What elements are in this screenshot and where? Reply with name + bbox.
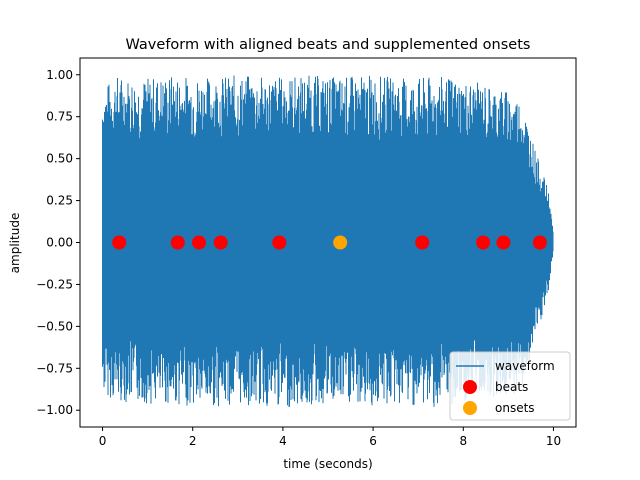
waveform-line [102, 75, 554, 407]
beat-marker [213, 235, 228, 250]
onset-marker [333, 235, 348, 250]
beat-marker [496, 235, 511, 250]
chart-title: Waveform with aligned beats and suppleme… [126, 37, 531, 53]
x-tick-label: 4 [279, 434, 287, 448]
beat-marker [112, 235, 127, 250]
legend-beats-swatch [463, 380, 477, 394]
beat-marker [476, 235, 491, 250]
legend-box [449, 351, 571, 421]
y-tick-label: 0.50 [46, 152, 73, 166]
y-axis-label: amplitude [8, 213, 22, 274]
waveform-layer [102, 75, 554, 407]
x-tick-label: 10 [546, 434, 561, 448]
legend-onsets-swatch [463, 401, 477, 415]
legend: waveform beats onsets [449, 351, 571, 421]
y-tick-label: 1.00 [46, 68, 73, 82]
y-tick-label: 0.25 [46, 194, 73, 208]
y-tick-label: 0.75 [46, 110, 73, 124]
legend-beats-label: beats [495, 380, 528, 394]
ticks-layer: 0 2 4 6 8 10 −1.00 −0.75 −0.50 −0.25 0.00 0.25 0.50 0… [36, 68, 561, 448]
beat-marker [415, 235, 430, 250]
beat-marker [192, 235, 206, 250]
markers-layer [112, 235, 547, 250]
y-tick-label: −0.50 [36, 319, 73, 333]
y-tick-label: −0.25 [36, 277, 73, 291]
y-tick-label: −0.75 [36, 361, 73, 375]
legend-onsets-label: onsets [495, 401, 535, 415]
x-axis-label: time (seconds) [283, 457, 372, 471]
y-tick-label: 0.00 [46, 236, 73, 250]
beat-marker [272, 235, 287, 250]
beat-marker [170, 235, 185, 250]
y-tick-label: −1.00 [36, 403, 73, 417]
legend-waveform-label: waveform [495, 359, 555, 373]
x-tick-label: 6 [369, 434, 377, 448]
x-tick-label: 8 [459, 434, 467, 448]
x-tick-label: 0 [99, 434, 107, 448]
beat-marker [532, 235, 547, 250]
x-tick-label: 2 [189, 434, 197, 448]
